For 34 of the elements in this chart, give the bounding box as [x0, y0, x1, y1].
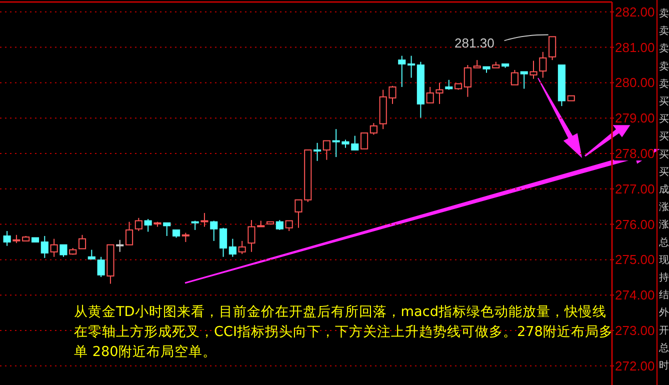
note: 从黄金TD小时图来看，目前金价在开盘后有所回落，macd指标绿色动能放量，快慢线在零轴上方形成死叉，CCI指标拐头向下，下方关注上升趋势线可做多。278附近布局多单 280附近布局空单。 [74, 303, 614, 362]
text: 总 [658, 236, 669, 248]
text: 总 [658, 342, 669, 354]
y-tick-label: 277.00 [615, 181, 655, 196]
text: 买 [659, 149, 669, 160]
y-tick-label: 278.00 [615, 146, 655, 161]
text: 卖 [659, 60, 669, 72]
y-tick-label: 279.00 [615, 110, 655, 126]
y-tick-label: 273.00 [615, 322, 655, 338]
text: 外 [659, 308, 669, 319]
text: 持 [659, 272, 669, 284]
y-tick-label: 275.00 [615, 252, 655, 268]
text: 现 [659, 254, 669, 266]
text: 涨 [659, 201, 669, 214]
text: 涨 [659, 218, 669, 231]
text: 结 [659, 289, 669, 302]
text: 开 [659, 325, 669, 336]
y-tick-label: 276.00 [615, 216, 655, 232]
text: 卖 [659, 8, 669, 20]
text: 买 [659, 96, 669, 108]
text: 卖 [659, 25, 669, 38]
text: 买 [659, 166, 669, 178]
y-tick-label: 282.00 [615, 4, 655, 20]
text: 买 [659, 132, 669, 143]
y-tick-label: 280.00 [615, 75, 655, 90]
y-tick-label: 272.00 [615, 358, 655, 374]
annotation: 281.30 [454, 36, 494, 51]
text: 时 [659, 360, 669, 372]
text: 卖 [659, 78, 669, 90]
text: 卖 [659, 42, 669, 55]
text: 成 [659, 184, 669, 196]
text: 买 [659, 114, 669, 126]
y-tick-label: 281.00 [615, 40, 655, 55]
y-tick-label: 274.00 [615, 288, 655, 303]
